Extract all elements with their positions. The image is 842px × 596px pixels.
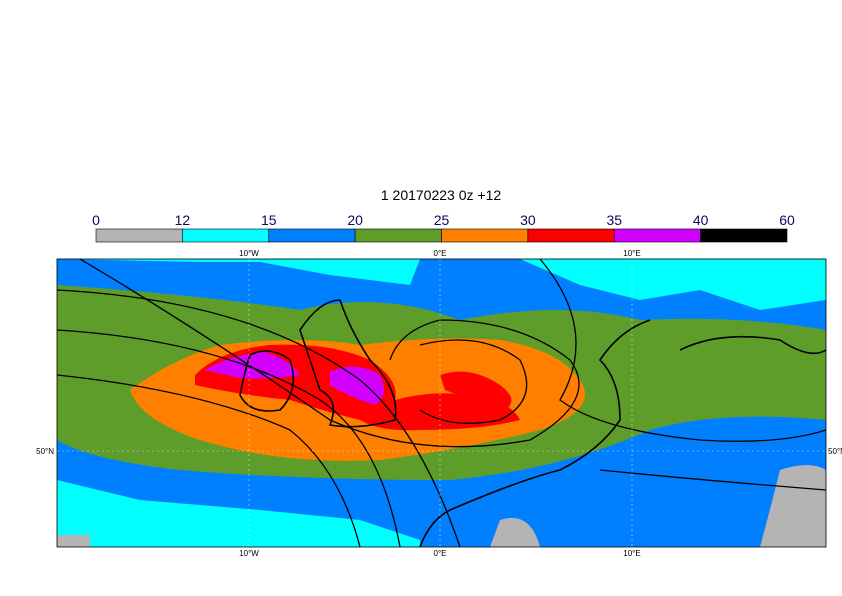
lon-label: 0°E — [434, 249, 447, 258]
coastlines — [239, 299, 826, 547]
colorbar-label: 30 — [520, 212, 536, 228]
colorbar-box — [354, 228, 442, 243]
graticule — [57, 259, 826, 547]
lat-label: 50°N — [36, 447, 54, 456]
colorbar-box — [268, 228, 356, 243]
colorbar: 0 12 15 20 25 30 35 40 60 — [92, 212, 795, 243]
isobars — [57, 259, 826, 547]
colorbar-label: 40 — [693, 212, 709, 228]
field-patch — [57, 480, 420, 547]
colorbar-box — [441, 228, 529, 243]
colorbar-label: 60 — [779, 212, 795, 228]
colorbar-box — [95, 228, 183, 243]
map — [57, 259, 826, 547]
lon-label: 10°E — [623, 549, 640, 558]
lon-label: 10°E — [623, 249, 640, 258]
lon-label: 0°E — [434, 549, 447, 558]
lon-label: 10°W — [239, 549, 259, 558]
field-patch — [520, 259, 826, 310]
map-labels: 10°W 0°E 10°E 10°W 0°E 10°E 50°N 50°N — [36, 249, 842, 558]
colorbar-box — [527, 228, 615, 243]
colorbar-box — [700, 228, 788, 243]
lat-label: 50°N — [828, 447, 842, 456]
colorbar-label: 12 — [175, 212, 191, 228]
colorbar-label: 20 — [347, 212, 363, 228]
colorbar-box — [613, 228, 701, 243]
colorbar-label: 25 — [434, 212, 450, 228]
map-frame — [56, 258, 827, 548]
colorbar-label: 0 — [92, 212, 100, 228]
colorbar-label: 35 — [606, 212, 622, 228]
field-patch — [440, 371, 512, 410]
colorbar-label: 15 — [261, 212, 277, 228]
colorbar-box — [182, 228, 270, 243]
lon-label: 10°W — [239, 249, 259, 258]
field-patch — [57, 259, 420, 285]
title: 1 20170223 0z +12 — [381, 187, 501, 203]
